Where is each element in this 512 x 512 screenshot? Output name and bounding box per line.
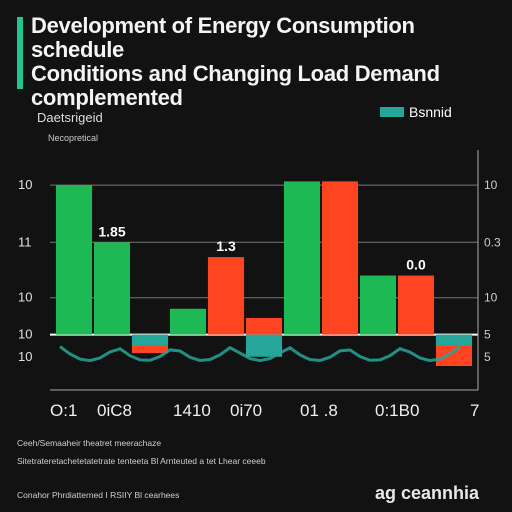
bar: [169, 308, 207, 335]
y-tick-left-label: 10: [18, 290, 32, 305]
data-label: 1.3: [216, 238, 236, 254]
legend-label: Bsnnid: [409, 104, 452, 120]
title-accent-bar: [17, 17, 23, 89]
chart-title: Development of Energy Consumption schedu…: [31, 13, 440, 110]
y-tick-left-label: 11: [18, 234, 32, 249]
y-tick-right-label: 5: [484, 328, 491, 342]
bar: [245, 318, 283, 335]
x-tick-label: 0iC8: [97, 401, 132, 420]
bar: [55, 185, 93, 335]
y-tick-left-label: 10: [18, 349, 32, 364]
bar: [359, 275, 397, 335]
y-axis-sublabel: Necopretical: [48, 133, 99, 143]
bar: [397, 275, 435, 335]
y-tick-right-label: 5: [484, 350, 491, 364]
footnote-line-1: Ceeh/Semaaheir theatret meerachaze: [17, 438, 162, 448]
legend: Bsnnid: [380, 104, 452, 120]
x-tick-label: O:1: [50, 401, 77, 420]
y-tick-right-label: 0.3: [484, 235, 501, 249]
x-tick-label: 0i70: [230, 401, 262, 420]
brand-label: ag ceannhia: [375, 483, 480, 503]
bar: [321, 181, 359, 335]
y-axis-label: Daetsrigeid: [37, 110, 103, 125]
footnote-block: Ceeh/Semaaheir theatret meerachaze Sitet…: [17, 434, 266, 470]
y-tick-right-label: 10: [484, 291, 498, 305]
legend-swatch: [380, 107, 404, 117]
bar: [93, 242, 131, 335]
y-tick-right-label: 10: [484, 178, 498, 192]
data-label: 1.85: [98, 223, 125, 239]
footnote-line-3: Conahor Phrdiatterned I RSIIY Bl cearhee…: [17, 490, 180, 500]
footnote-line-2: Sitetrateretachetetatetrate tenteeta Bl …: [17, 456, 266, 466]
y-tick-left-label: 10: [18, 327, 32, 342]
bar: [207, 257, 245, 335]
bar: [435, 334, 473, 346]
bar: [131, 334, 169, 346]
x-tick-label: 1410: [173, 401, 211, 420]
bar: [245, 334, 283, 357]
x-tick-label: 7: [470, 401, 479, 420]
trend-curve: [59, 345, 461, 363]
x-tick-label: 01 .8: [300, 401, 338, 420]
bar: [283, 181, 321, 335]
y-tick-left-label: 10: [18, 177, 32, 192]
x-tick-label: 0:1B0: [375, 401, 419, 420]
data-label: 0.0: [406, 257, 426, 273]
